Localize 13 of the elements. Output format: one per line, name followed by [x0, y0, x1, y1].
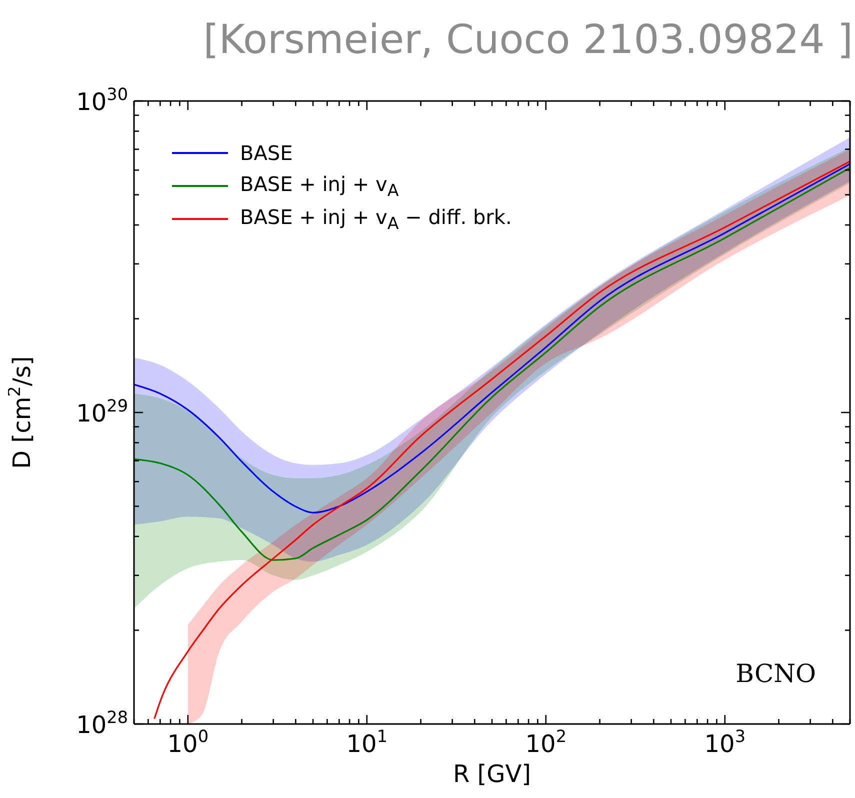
y-tick-label: 10$^{29}$: [76, 396, 128, 428]
y-tick-label: 10$^{28}$: [76, 707, 128, 739]
x-tick-label: 10$^{3}$: [704, 726, 746, 758]
legend-label: BASE: [240, 140, 293, 164]
x-tick-label: 10$^{1}$: [346, 726, 388, 758]
legend-label: BASE + inj + v$_{A}$ − diff. brk.: [240, 204, 512, 232]
x-axis-title: R [GV]: [452, 760, 532, 788]
legend-label: BASE + inj + v$_{A}$: [240, 172, 399, 200]
x-tick-label: 10$^{2}$: [525, 726, 566, 758]
text: [Korsmeier, Cuoco 2103.09824 ]: [202, 16, 853, 65]
annotation: BCNO: [736, 659, 816, 688]
x-tick-label: 10$^{0}$: [167, 726, 208, 758]
y-tick-label: 10$^{30}$: [76, 84, 128, 116]
